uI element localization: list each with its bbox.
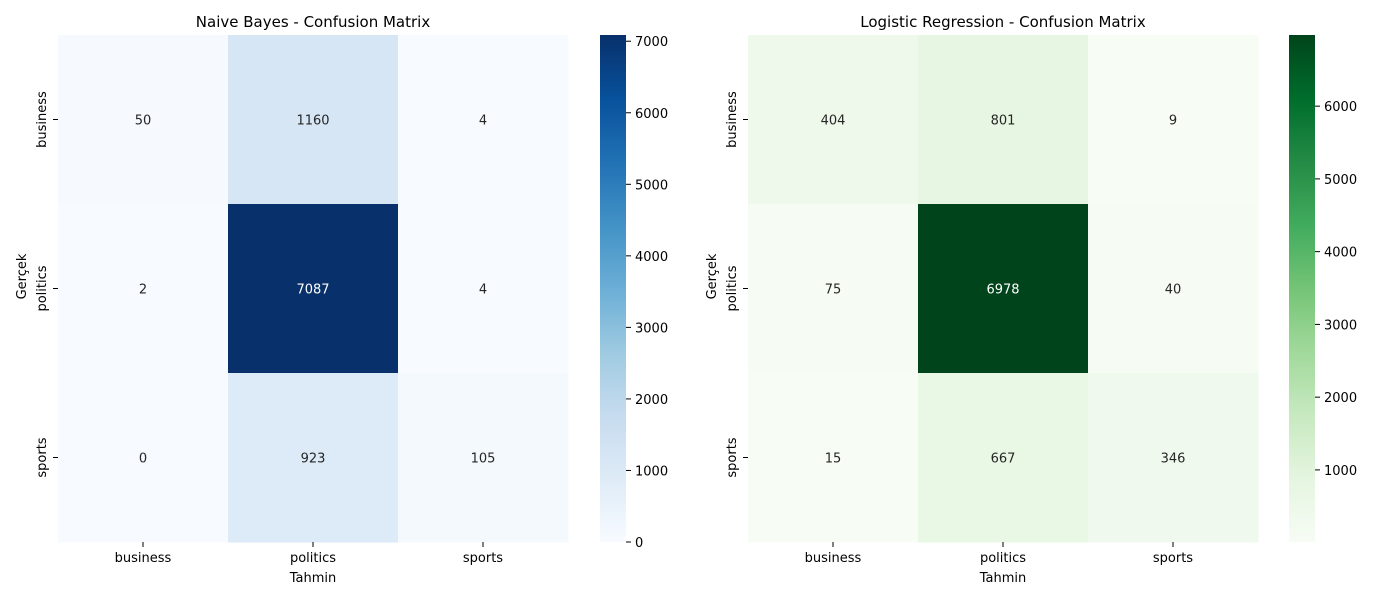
x-tick-label: sports xyxy=(1153,551,1193,566)
cell-value-label: 0 xyxy=(139,452,147,467)
cell-value-label: 7087 xyxy=(296,283,329,298)
colorbar xyxy=(1289,35,1315,542)
naive-bayes-heatmap: Naive Bayes - Confusion Matrix 50 1160 4 2 70… xyxy=(15,13,668,586)
cell-value-label: 15 xyxy=(825,452,842,467)
cell-value-label: 4 xyxy=(479,283,487,298)
y-tick-label: sports xyxy=(35,437,50,477)
x-tick-label: politics xyxy=(290,551,336,566)
heatmap-cell xyxy=(58,373,229,543)
heatmap-cell xyxy=(918,373,1089,543)
heatmap-cell xyxy=(918,204,1089,374)
cell-value-label: 2 xyxy=(139,283,147,298)
y-tick-label: business xyxy=(725,91,740,148)
heatmap-cell xyxy=(398,373,569,543)
x-tick-label: sports xyxy=(463,551,503,566)
cell-value-label: 40 xyxy=(1165,283,1182,298)
heatmap-cell xyxy=(228,204,399,374)
colorbar-tick-label: 7000 xyxy=(635,35,668,50)
cell-value-label: 923 xyxy=(301,452,326,467)
heatmap-cell xyxy=(398,204,569,374)
colorbar-tick-label: 4000 xyxy=(635,250,668,265)
heatmap-cell xyxy=(1088,204,1259,374)
y-tick-label: business xyxy=(35,91,50,148)
chart-title: Logistic Regression - Confusion Matrix xyxy=(860,13,1146,31)
cell-value-label: 75 xyxy=(825,283,842,298)
chart-title: Naive Bayes - Confusion Matrix xyxy=(196,13,431,31)
cell-value-label: 50 xyxy=(135,114,152,129)
heatmap-cell xyxy=(748,35,919,205)
colorbar-tick-label: 2000 xyxy=(635,393,668,408)
y-tick-label: politics xyxy=(35,265,50,311)
cell-value-label: 346 xyxy=(1161,452,1186,467)
colorbar-tick-label: 1000 xyxy=(1324,464,1357,479)
heatmap-cell xyxy=(58,204,229,374)
heatmap-cell xyxy=(228,35,399,205)
colorbar-tick-label: 1000 xyxy=(635,464,668,479)
heatmap-cell xyxy=(918,35,1089,205)
cell-value-label: 667 xyxy=(991,452,1016,467)
heatmap-cell xyxy=(748,204,919,374)
colorbar-tick-label: 3000 xyxy=(635,321,668,336)
cell-value-label: 6978 xyxy=(986,283,1019,298)
x-tick-label: business xyxy=(115,551,172,566)
colorbar-tick-label: 3000 xyxy=(1324,318,1357,333)
x-axis-label: Tahmin xyxy=(289,571,337,586)
logistic-regression-heatmap: Logistic Regression - Confusion Matrix 40… xyxy=(705,13,1357,586)
y-tick-label: politics xyxy=(725,265,740,311)
colorbar-tick-label: 2000 xyxy=(1324,391,1357,406)
x-tick-label: business xyxy=(805,551,862,566)
colorbar-tick-label: 5000 xyxy=(635,178,668,193)
heatmap-cell xyxy=(228,373,399,543)
cell-value-label: 9 xyxy=(1169,114,1177,129)
x-axis-label: Tahmin xyxy=(979,571,1027,586)
x-tick-label: politics xyxy=(980,551,1026,566)
y-axis-label: Gerçek xyxy=(705,253,720,299)
colorbar-tick-label: 6000 xyxy=(1324,100,1357,115)
cell-value-label: 105 xyxy=(471,452,496,467)
cell-value-label: 1160 xyxy=(296,114,329,129)
heatmap-cell xyxy=(1088,35,1259,205)
colorbar-tick-label: 4000 xyxy=(1324,246,1357,261)
cell-value-label: 801 xyxy=(991,114,1016,129)
colorbar xyxy=(600,35,626,542)
heatmap-cell xyxy=(58,35,229,205)
heatmap-cell xyxy=(748,373,919,543)
y-axis-label: Gerçek xyxy=(15,253,30,299)
y-tick-label: sports xyxy=(725,437,740,477)
cell-value-label: 404 xyxy=(821,114,846,129)
colorbar-tick-label: 0 xyxy=(635,536,643,551)
colorbar-tick-label: 6000 xyxy=(635,107,668,122)
colorbar-tick-label: 5000 xyxy=(1324,173,1357,188)
heatmap-cell xyxy=(398,35,569,205)
heatmap-cell xyxy=(1088,373,1259,543)
cell-value-label: 4 xyxy=(479,114,487,129)
